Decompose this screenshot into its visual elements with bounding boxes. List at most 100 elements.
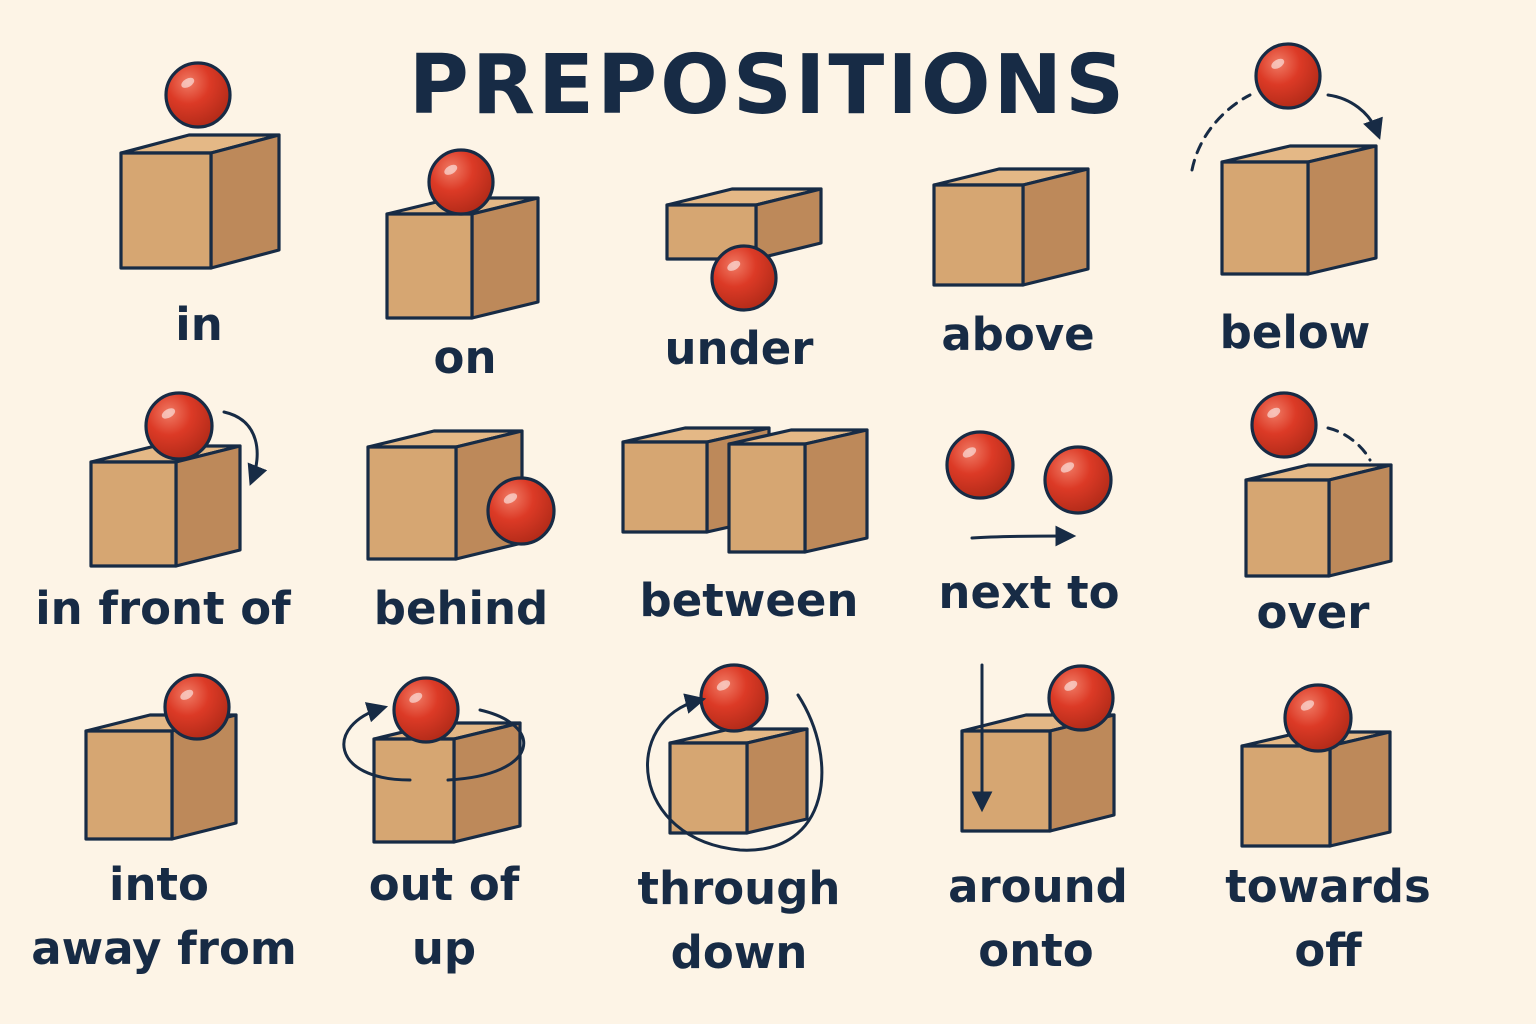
box-in-front xyxy=(119,151,213,270)
ball-around-shine xyxy=(1064,680,1078,691)
ball-under xyxy=(710,244,778,312)
box-through-side xyxy=(745,727,809,835)
ball-next-to-right-body xyxy=(1043,445,1113,515)
box-around-front xyxy=(960,729,1052,833)
ball-under-shine xyxy=(727,260,741,271)
label-under: under xyxy=(664,322,814,375)
box-above-side xyxy=(1021,167,1090,287)
ball-over-shine xyxy=(1267,407,1281,418)
ball-around-body xyxy=(1047,664,1115,732)
ball-through-body xyxy=(699,663,769,733)
label-away-from: away from xyxy=(31,922,297,975)
out-of-arrow-left xyxy=(342,702,412,782)
label-onto: onto xyxy=(978,924,1094,977)
ball-out-of-shine xyxy=(409,692,423,703)
label-out-of: out of xyxy=(368,858,520,911)
ball-into-body xyxy=(163,673,231,741)
ball-around xyxy=(1047,664,1115,732)
ball-next-to-left xyxy=(945,430,1015,500)
page-title: PREPOSITIONS xyxy=(408,38,1128,133)
box-between-right xyxy=(727,428,869,554)
box-over xyxy=(1244,463,1393,578)
ball-into-shine xyxy=(180,689,194,700)
label-in: in xyxy=(175,298,223,351)
label-down: down xyxy=(670,926,808,979)
box-towards-front xyxy=(1240,744,1332,848)
box-out-of xyxy=(372,721,522,844)
label-above: above xyxy=(941,308,1095,361)
below-arrow xyxy=(1326,93,1383,140)
ball-in xyxy=(164,61,232,129)
box-below-side xyxy=(1306,144,1378,276)
ball-into xyxy=(163,673,231,741)
label-between: between xyxy=(639,574,859,627)
box-above-front xyxy=(932,183,1025,287)
box-on xyxy=(385,196,540,320)
box-in xyxy=(119,133,281,270)
ball-on xyxy=(427,148,495,216)
label-next-to: next to xyxy=(938,566,1120,619)
label-into: into xyxy=(109,858,209,911)
box-towards-side xyxy=(1328,730,1392,848)
box-below-front xyxy=(1220,160,1310,276)
label-off: off xyxy=(1294,924,1362,977)
label-below: below xyxy=(1219,306,1371,359)
label-through: through xyxy=(637,862,841,915)
box-above xyxy=(932,167,1090,287)
ball-out-of xyxy=(392,676,460,744)
in-front-of-arrow xyxy=(222,410,268,486)
label-towards: towards xyxy=(1225,860,1431,913)
ball-out-of-body xyxy=(392,676,460,744)
ball-below xyxy=(1254,42,1322,110)
box-in-front-of-side xyxy=(174,444,242,568)
ball-through-shine xyxy=(716,680,731,691)
box-on-front xyxy=(385,212,474,320)
below-dashed-arc xyxy=(1190,93,1252,172)
box-behind-front xyxy=(366,445,458,561)
out-of-arrow-right xyxy=(446,708,526,782)
over-dashed-arc xyxy=(1326,426,1372,462)
box-between-left-front xyxy=(621,440,709,534)
label-on: on xyxy=(433,331,497,384)
ball-below-body xyxy=(1254,42,1322,110)
ball-next-to-right-shine xyxy=(1060,462,1075,473)
box-out-of-side xyxy=(452,721,522,844)
box-below xyxy=(1220,144,1378,276)
ball-towards-shine xyxy=(1300,700,1315,711)
label-around: around xyxy=(948,860,1128,913)
box-in-front-of xyxy=(89,444,242,568)
box-over-side xyxy=(1327,463,1393,578)
ball-over-body xyxy=(1250,391,1318,459)
ball-on-shine xyxy=(444,164,458,175)
through-circle-arrow xyxy=(646,693,824,852)
ball-next-to-left-body xyxy=(945,430,1015,500)
ball-in-front-of-body xyxy=(144,391,214,461)
ball-in-body xyxy=(164,61,232,129)
ball-on-body xyxy=(427,148,495,216)
box-in-side xyxy=(209,133,281,270)
ball-through xyxy=(699,663,769,733)
ball-under-body xyxy=(710,244,778,312)
label-up: up xyxy=(411,922,477,975)
box-around-side xyxy=(1048,713,1116,833)
ball-over xyxy=(1250,391,1318,459)
ball-in-shine xyxy=(181,77,195,88)
ball-next-to-right xyxy=(1043,445,1113,515)
ball-towards-body xyxy=(1283,683,1353,753)
label-over: over xyxy=(1256,586,1370,639)
box-over-front xyxy=(1244,478,1331,578)
box-between-right-side xyxy=(803,428,869,554)
box-out-of-front xyxy=(372,737,456,844)
ball-in-front-of-shine xyxy=(161,408,176,419)
label-behind: behind xyxy=(373,582,549,635)
ball-below-shine xyxy=(1271,58,1285,69)
ball-behind-body xyxy=(486,476,556,546)
box-around xyxy=(960,713,1116,833)
box-through xyxy=(668,727,809,835)
box-into xyxy=(84,713,238,841)
box-in-front-of-front xyxy=(89,460,178,568)
ball-towards xyxy=(1283,683,1353,753)
ball-behind xyxy=(486,476,556,546)
